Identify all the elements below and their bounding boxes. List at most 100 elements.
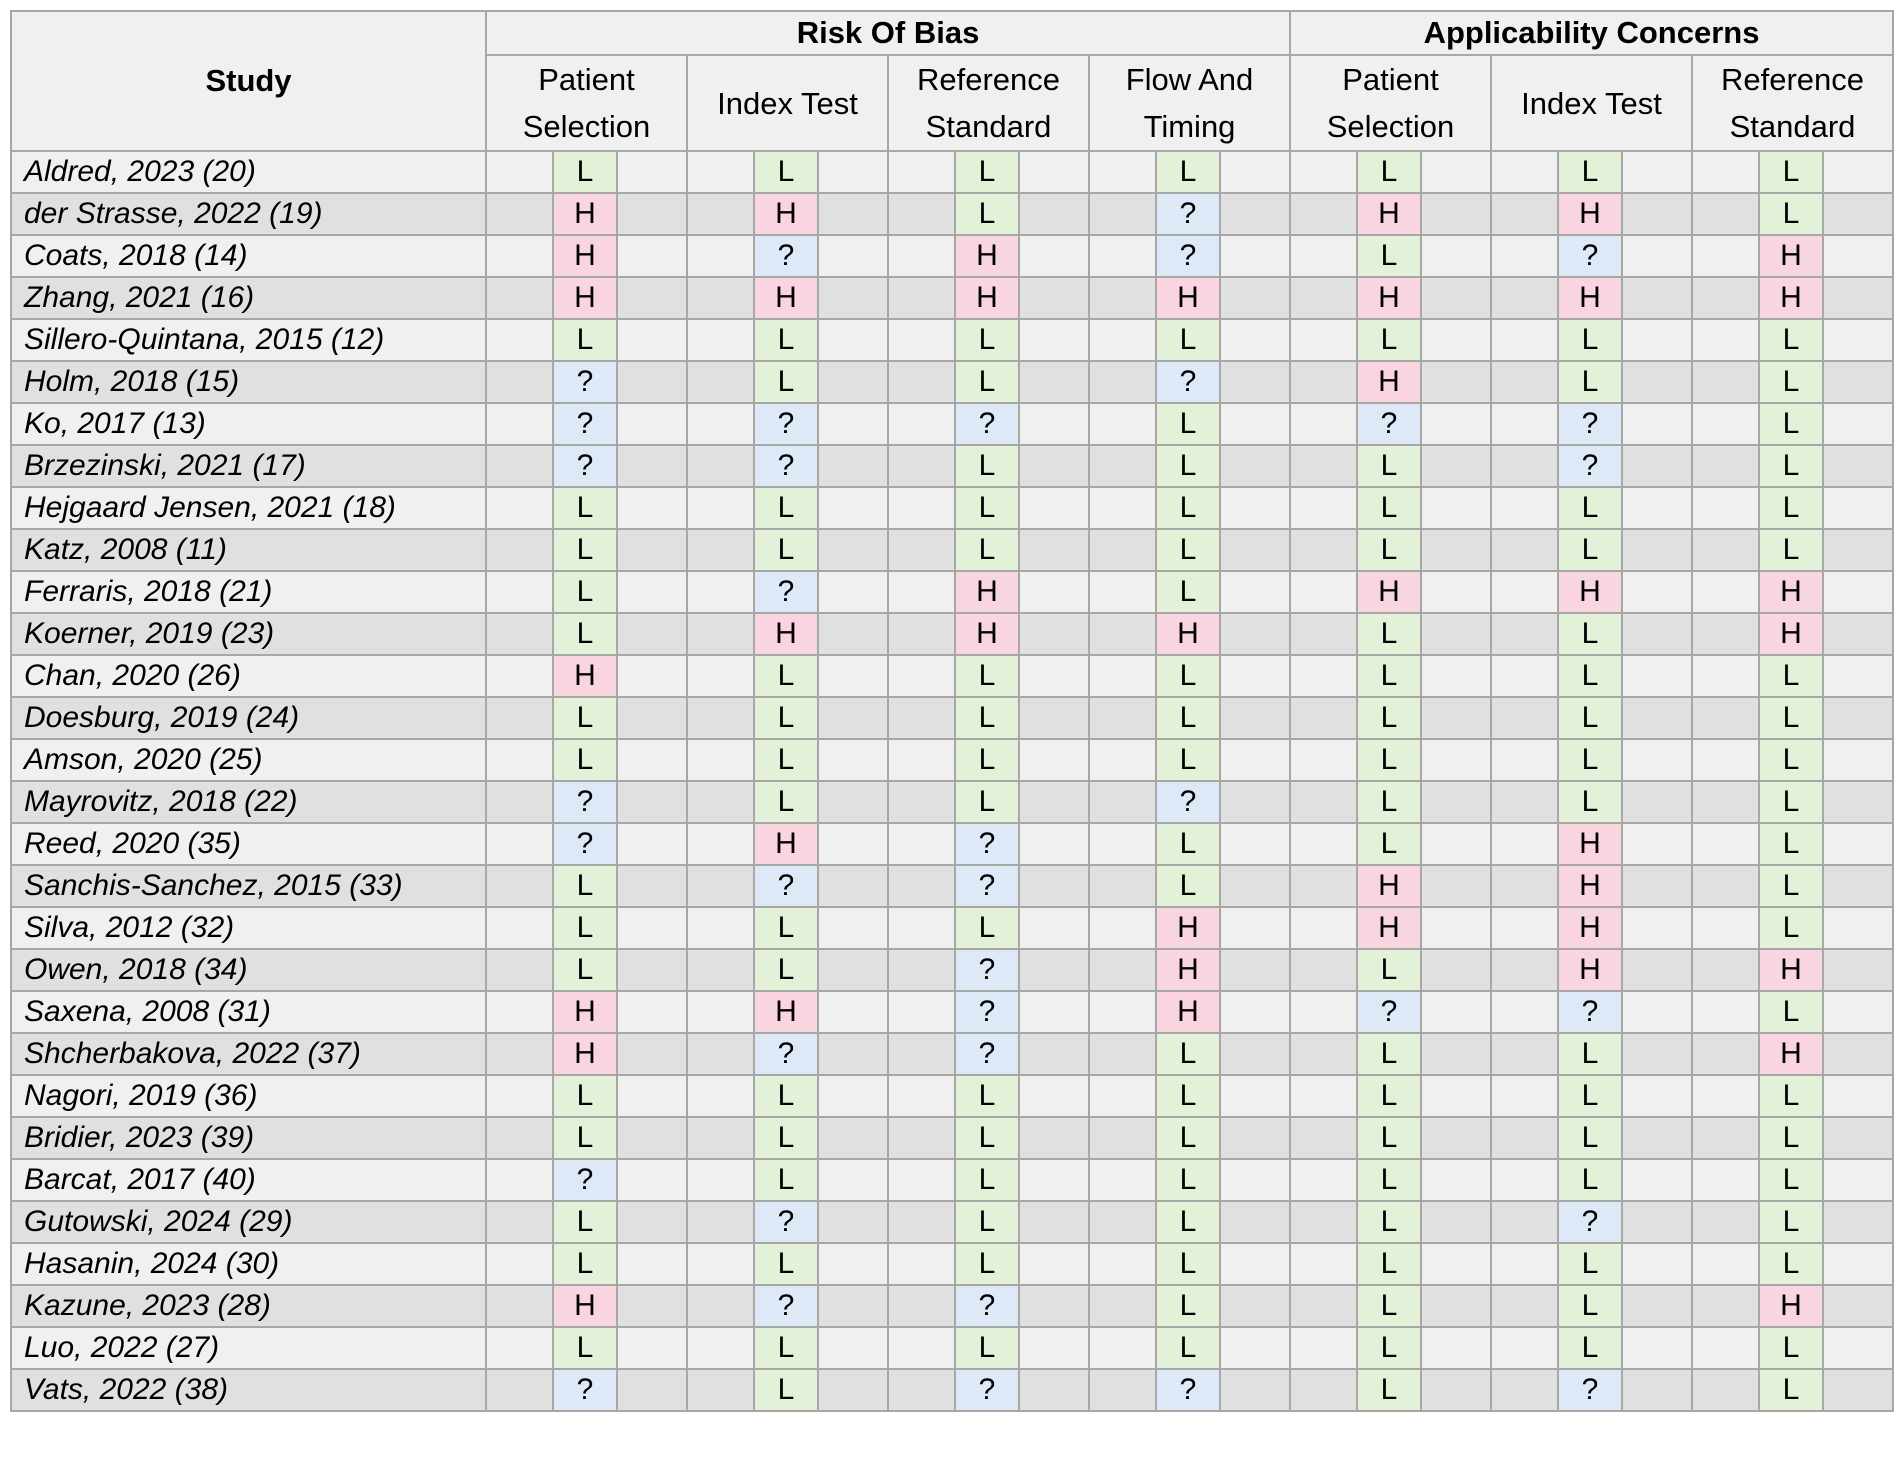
rating-label: L <box>954 1328 1020 1368</box>
rating-label: L <box>552 488 618 528</box>
app-index-test-cell: L <box>1490 612 1693 656</box>
rating-label: L <box>753 320 819 360</box>
rating-label: L <box>753 1118 819 1158</box>
rating-label: L <box>1155 530 1221 570</box>
rating-label: L <box>1155 656 1221 696</box>
rob-flow-and-timing-cell: L <box>1088 402 1291 446</box>
app-patient-selection-cell: ? <box>1289 990 1492 1034</box>
rating-label: ? <box>552 362 618 402</box>
rating-label: L <box>1758 992 1824 1032</box>
app-reference-standard-cell: H <box>1690 948 1895 992</box>
app-reference-standard-cell: L <box>1690 906 1895 950</box>
app-index-test-cell: L <box>1490 738 1693 782</box>
rating-label: L <box>1758 530 1824 570</box>
rating-label: L <box>954 1076 1020 1116</box>
table-row: Amson, 2020 (25) L L L L L L L <box>10 738 1895 782</box>
rating-label: H <box>552 278 618 318</box>
rob-index-test-cell: L <box>686 150 889 194</box>
rob-patient-selection-cell: L <box>485 570 688 614</box>
rating-label: L <box>1356 1286 1422 1326</box>
app-index-test-cell: H <box>1490 906 1693 950</box>
rob-index-test-cell: ? <box>686 864 889 908</box>
rating-label: L <box>954 1244 1020 1284</box>
rating-label: L <box>753 362 819 402</box>
rating-label: L <box>552 866 618 906</box>
table-row: Silva, 2012 (32) L L L H H H L <box>10 906 1895 950</box>
rating-label: H <box>753 194 819 234</box>
rating-label: H <box>1356 908 1422 948</box>
rob-index-test-cell: L <box>686 1116 889 1160</box>
rob-reference-standard-cell: ? <box>887 822 1090 866</box>
rob-reference-standard-cell: ? <box>887 1368 1090 1412</box>
app-reference-standard-header: Reference Standard <box>1690 54 1895 152</box>
rob-flow-and-timing-cell: L <box>1088 528 1291 572</box>
rob-patient-selection-cell: L <box>485 948 688 992</box>
rob-reference-standard-cell: H <box>887 570 1090 614</box>
rob-patient-selection-cell: L <box>485 1116 688 1160</box>
app-index-test-cell: ? <box>1490 1368 1693 1412</box>
rating-label: ? <box>1557 404 1623 444</box>
rating-label: L <box>1155 404 1221 444</box>
rating-label: L <box>552 530 618 570</box>
table-row: Zhang, 2021 (16) H H H H H H H <box>10 276 1895 320</box>
app-reference-standard-cell: L <box>1690 1326 1895 1370</box>
rob-patient-selection-cell: L <box>485 906 688 950</box>
quadas-table: Study Risk Of Bias Applicability Concern… <box>10 10 1895 1412</box>
rob-flow-and-timing-cell: L <box>1088 1200 1291 1244</box>
rating-label: L <box>1155 1118 1221 1158</box>
rob-index-test-cell: L <box>686 1074 889 1118</box>
rating-label: L <box>1356 1034 1422 1074</box>
rating-label: H <box>1557 866 1623 906</box>
rating-label: H <box>1557 824 1623 864</box>
app-reference-standard-cell: L <box>1690 150 1895 194</box>
quadas-table-container: Study Risk Of Bias Applicability Concern… <box>10 10 1895 1412</box>
rating-label: L <box>1758 656 1824 696</box>
rating-label: H <box>954 572 1020 612</box>
rob-reference-standard-cell: ? <box>887 402 1090 446</box>
rating-label: ? <box>552 782 618 822</box>
study-name-cell: der Strasse, 2022 (19) <box>10 192 487 236</box>
risk-of-bias-header: Risk Of Bias <box>485 10 1291 56</box>
rating-label: L <box>1155 1034 1221 1074</box>
table-row: Reed, 2020 (35)? H? L L H L <box>10 822 1895 866</box>
rob-reference-standard-cell: L <box>887 1242 1090 1286</box>
table-row: Ferraris, 2018 (21) L? H L H H H <box>10 570 1895 614</box>
app-reference-standard-cell: H <box>1690 612 1895 656</box>
rating-label: L <box>1557 320 1623 360</box>
table-row: Mayrovitz, 2018 (22)? L L? L L L <box>10 780 1895 824</box>
study-name-cell: Gutowski, 2024 (29) <box>10 1200 487 1244</box>
app-reference-standard-cell: L <box>1690 696 1895 740</box>
table-row: Ko, 2017 (13)??? L?? L <box>10 402 1895 446</box>
table-row: Aldred, 2023 (20) L L L L L L L <box>10 150 1895 194</box>
rating-label: L <box>1758 1160 1824 1200</box>
rating-label: L <box>1557 530 1623 570</box>
app-reference-standard-cell: L <box>1690 528 1895 572</box>
rating-label: L <box>1758 1202 1824 1242</box>
rob-index-test-cell: L <box>686 486 889 530</box>
rating-label: ? <box>552 1160 618 1200</box>
rob-patient-selection-cell: ? <box>485 444 688 488</box>
rating-label: L <box>753 698 819 738</box>
rob-patient-selection-cell: L <box>485 1242 688 1286</box>
app-index-test-cell: L <box>1490 318 1693 362</box>
rob-patient-selection-cell: ? <box>485 402 688 446</box>
table-row: Vats, 2022 (38)? L?? L? L <box>10 1368 1895 1412</box>
rating-label: L <box>753 1160 819 1200</box>
rating-label: L <box>1356 152 1422 192</box>
study-name-cell: Sanchis-Sanchez, 2015 (33) <box>10 864 487 908</box>
rating-label: L <box>1758 194 1824 234</box>
rob-patient-selection-cell: ? <box>485 360 688 404</box>
rating-label: L <box>954 488 1020 528</box>
app-patient-selection-header: Patient Selection <box>1289 54 1492 152</box>
rating-label: ? <box>1557 1202 1623 1242</box>
rob-flow-and-timing-cell: L <box>1088 570 1291 614</box>
rob-flow-and-timing-cell: L <box>1088 1074 1291 1118</box>
app-reference-standard-cell: L <box>1690 402 1895 446</box>
rob-patient-selection-cell: L <box>485 738 688 782</box>
rob-patient-selection-cell: L <box>485 696 688 740</box>
app-reference-standard-cell: H <box>1690 234 1895 278</box>
rating-label: L <box>1557 1244 1623 1284</box>
rob-flow-and-timing-cell: ? <box>1088 360 1291 404</box>
rob-flow-and-timing-cell: L <box>1088 738 1291 782</box>
rating-label: L <box>1356 950 1422 990</box>
